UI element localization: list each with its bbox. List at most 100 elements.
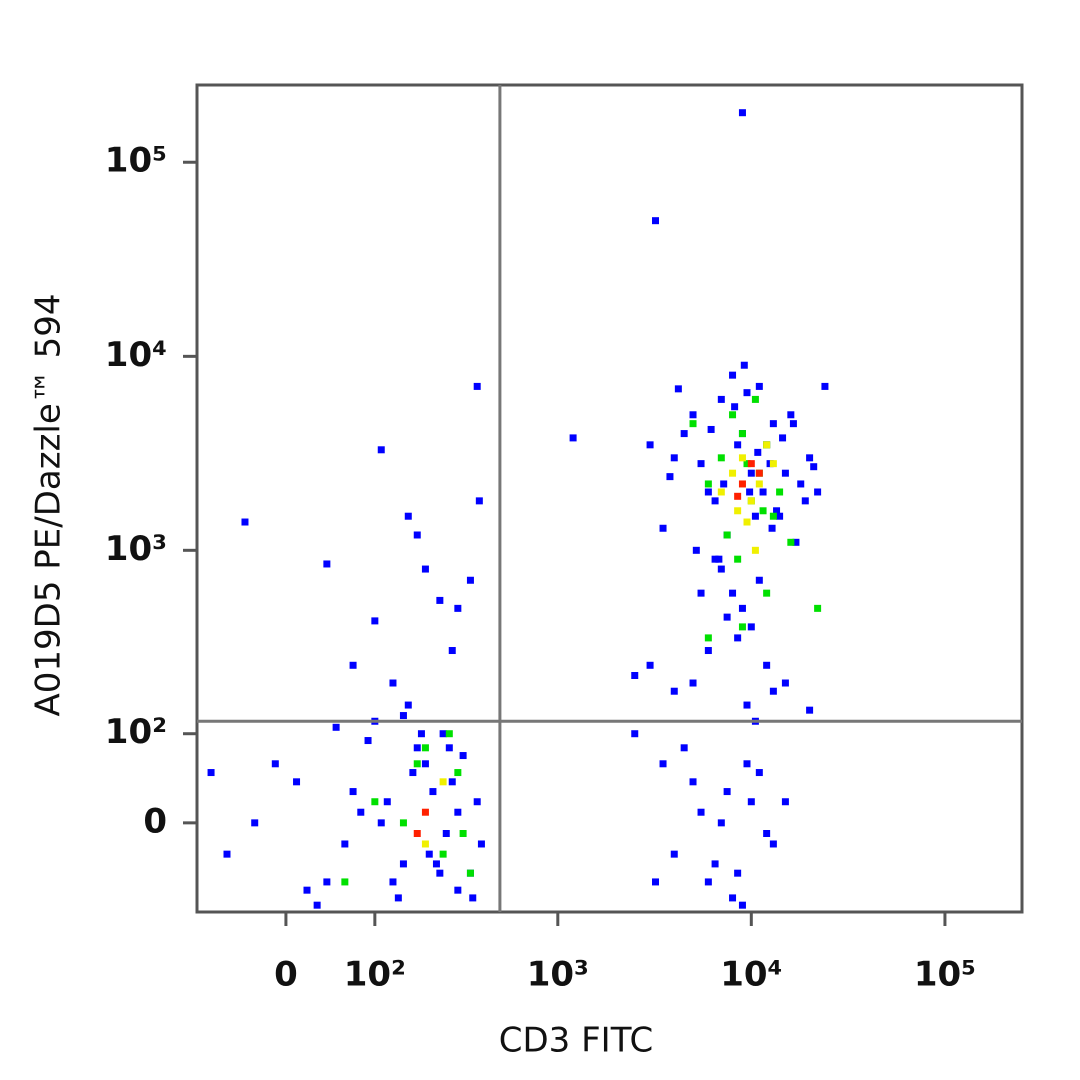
- point: [763, 661, 771, 669]
- point: [364, 737, 372, 745]
- plot-frame: [195, 83, 1024, 914]
- point: [734, 869, 742, 877]
- x-tick-label: 10⁴: [720, 955, 782, 995]
- point: [670, 687, 678, 695]
- point: [747, 469, 755, 477]
- point: [670, 454, 678, 462]
- point: [729, 411, 737, 419]
- point: [769, 840, 777, 848]
- point: [769, 512, 777, 520]
- point: [738, 623, 746, 631]
- point: [763, 830, 771, 838]
- point: [789, 420, 797, 428]
- point: [631, 671, 639, 679]
- point: [697, 460, 705, 468]
- point: [704, 480, 712, 488]
- point: [413, 744, 421, 752]
- point: [734, 634, 742, 642]
- point: [413, 760, 421, 768]
- point: [689, 679, 697, 687]
- point: [371, 617, 379, 625]
- point: [743, 701, 751, 709]
- point: [448, 778, 456, 786]
- point: [454, 769, 462, 777]
- point: [371, 798, 379, 806]
- point: [404, 701, 412, 709]
- point: [755, 469, 763, 477]
- point: [743, 389, 751, 397]
- point: [734, 492, 742, 500]
- point: [332, 723, 340, 731]
- point: [421, 565, 429, 573]
- x-tick-label: 10³: [527, 955, 589, 995]
- point: [769, 420, 777, 428]
- point: [689, 778, 697, 786]
- point: [421, 808, 429, 816]
- point: [755, 769, 763, 777]
- point: [751, 512, 759, 520]
- point: [293, 778, 301, 786]
- point: [271, 760, 279, 768]
- point: [769, 687, 777, 695]
- point: [729, 589, 737, 597]
- point: [751, 546, 759, 554]
- point: [445, 744, 453, 752]
- point: [377, 446, 385, 454]
- point: [723, 613, 731, 621]
- point: [711, 555, 719, 563]
- y-tick-label: 10³: [105, 529, 167, 569]
- point: [717, 395, 725, 403]
- point: [404, 512, 412, 520]
- point: [743, 760, 751, 768]
- point: [323, 878, 331, 886]
- point: [773, 507, 781, 515]
- point: [754, 448, 762, 456]
- point: [689, 411, 697, 419]
- point: [466, 576, 474, 584]
- y-tick-label: 0: [143, 801, 167, 841]
- point: [692, 546, 700, 554]
- point: [776, 512, 784, 520]
- point: [394, 894, 402, 902]
- point: [313, 901, 321, 909]
- point: [674, 385, 682, 393]
- point: [680, 744, 688, 752]
- point: [717, 819, 725, 827]
- y-tick-label: 10⁵: [105, 141, 167, 181]
- point: [442, 830, 450, 838]
- point: [349, 661, 357, 669]
- point: [717, 565, 725, 573]
- point: [652, 217, 660, 225]
- point: [459, 752, 467, 760]
- point: [399, 712, 407, 720]
- point: [303, 886, 311, 894]
- point: [399, 819, 407, 827]
- point: [473, 382, 481, 390]
- point: [738, 604, 746, 612]
- point: [743, 460, 751, 468]
- point: [755, 480, 763, 488]
- point: [413, 830, 421, 838]
- point: [421, 744, 429, 752]
- point: [723, 531, 731, 539]
- point: [383, 798, 391, 806]
- point: [729, 469, 737, 477]
- point: [413, 531, 421, 539]
- point: [787, 411, 795, 419]
- point: [652, 878, 660, 886]
- point: [469, 894, 477, 902]
- point: [670, 850, 678, 858]
- point: [759, 488, 767, 496]
- y-tick-label: 10⁴: [105, 335, 167, 375]
- y-tick-label: 10²: [105, 712, 167, 752]
- point: [738, 109, 746, 117]
- point: [389, 878, 397, 886]
- x-tick-label: 10²: [344, 955, 406, 995]
- point: [417, 730, 425, 738]
- point: [241, 518, 249, 526]
- point: [781, 798, 789, 806]
- point: [421, 840, 429, 848]
- point: [445, 730, 453, 738]
- point: [439, 730, 447, 738]
